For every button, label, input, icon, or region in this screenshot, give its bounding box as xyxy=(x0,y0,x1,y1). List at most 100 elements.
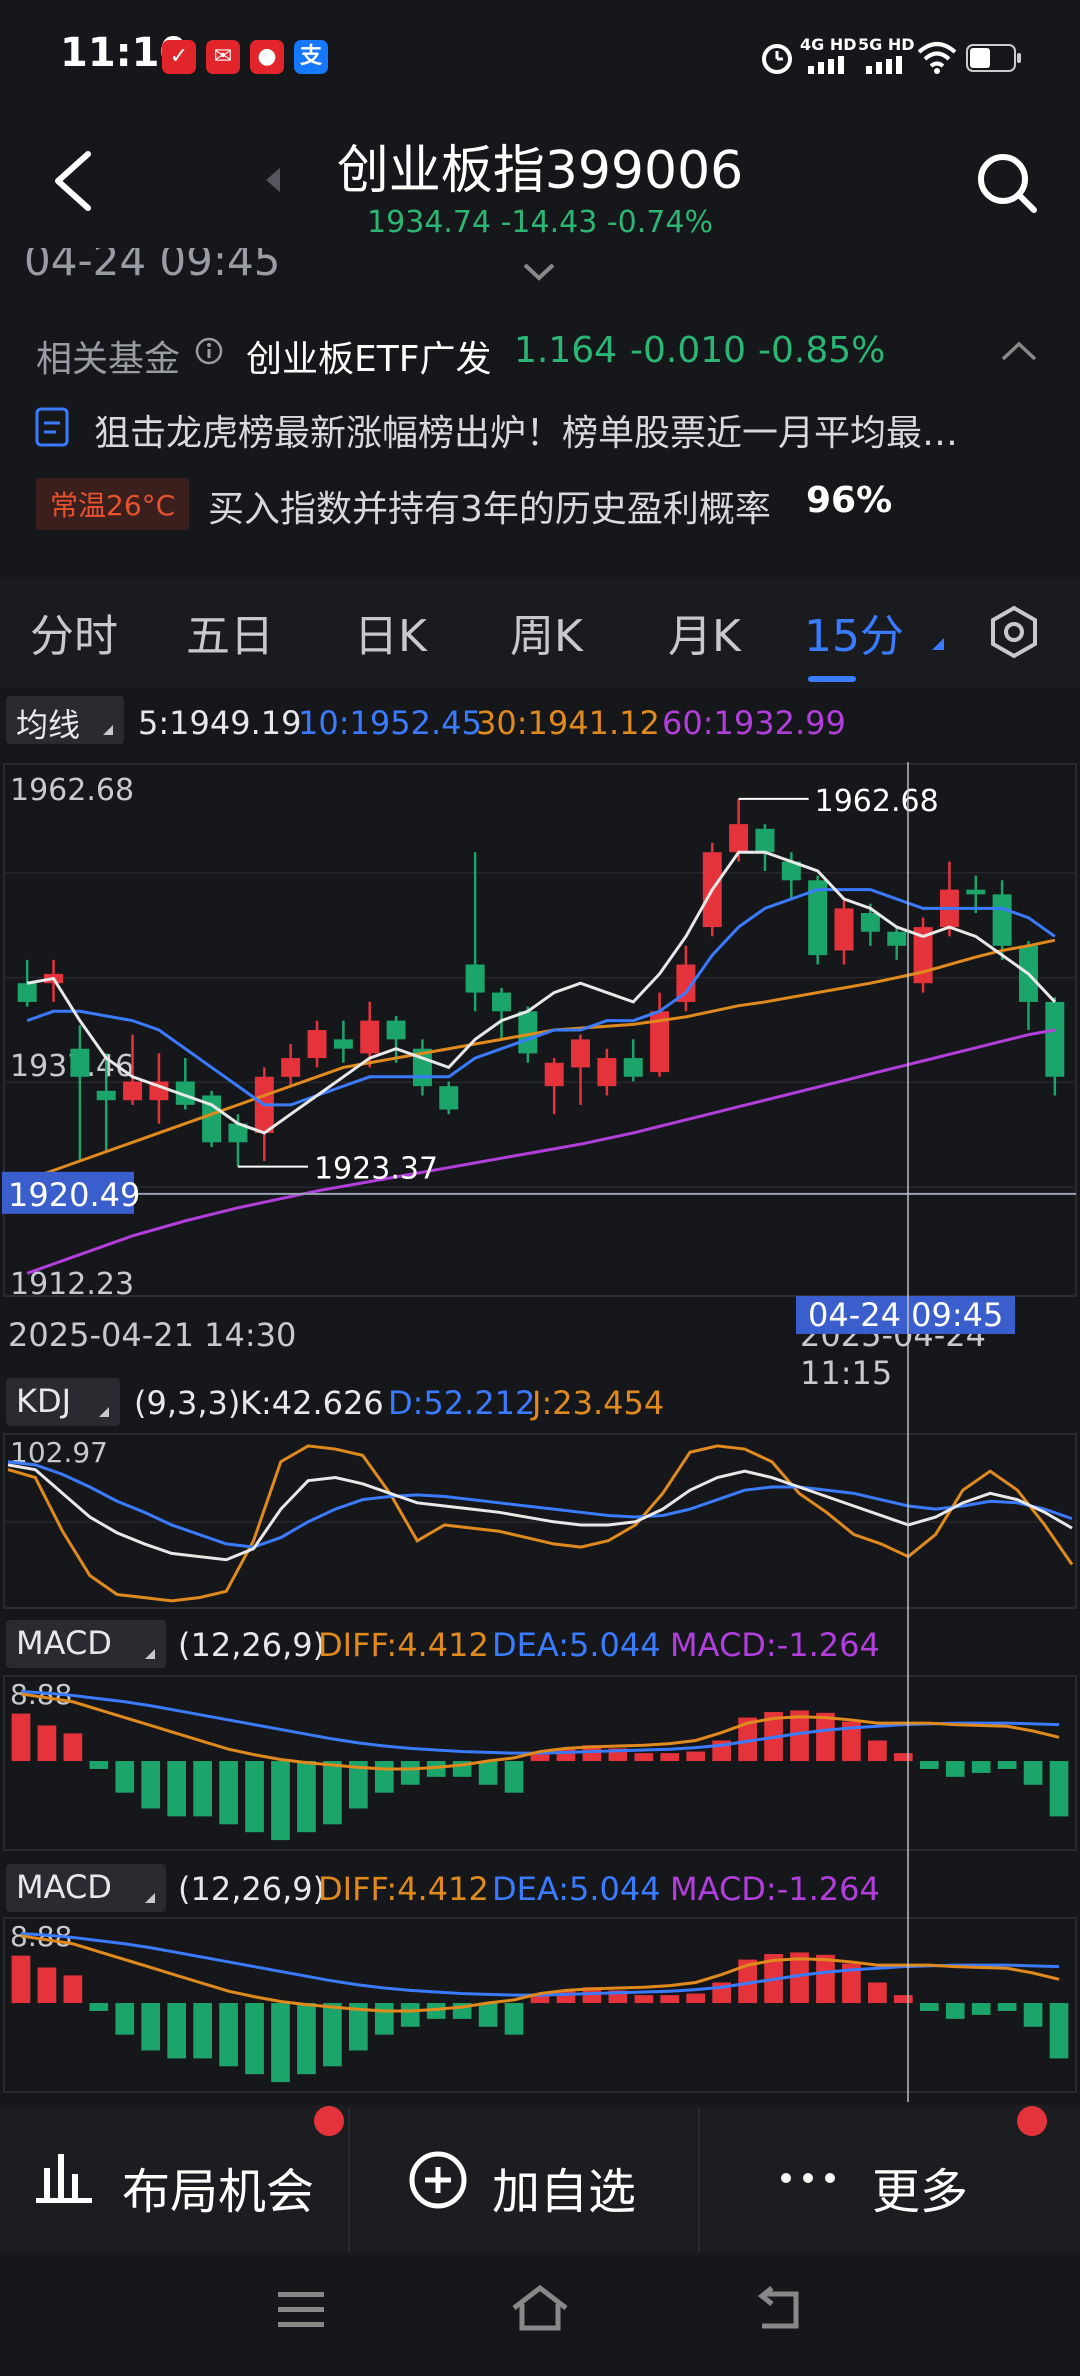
candle-body xyxy=(860,913,880,932)
macd-bar xyxy=(115,1761,135,1793)
macd-bar-2 xyxy=(11,1955,31,2004)
fund-pct: -0.85% xyxy=(758,330,886,371)
prev-index-icon[interactable] xyxy=(262,166,284,194)
notification-dot xyxy=(1017,2106,1047,2136)
macd-bar-2 xyxy=(893,1995,913,2004)
macd-bar-2 xyxy=(115,2003,135,2035)
tab-daily-k[interactable]: 日K xyxy=(354,611,427,662)
macd-bar xyxy=(660,1753,680,1762)
macd-bar xyxy=(1049,1761,1069,1817)
macd-bar xyxy=(219,1761,238,1825)
ma-button[interactable]: 均线 xyxy=(6,696,124,744)
candle-body xyxy=(175,1081,195,1105)
tab-dropdown-icon[interactable] xyxy=(930,636,946,652)
macd-bar xyxy=(504,1761,524,1793)
crosshair-price-label: 1920.49 xyxy=(8,1176,140,1214)
layout-opportunity-button[interactable]: 布局机会 xyxy=(30,2140,340,2220)
candle-body xyxy=(333,1039,353,1049)
candlestick-chart[interactable]: 1962.681937.461912.231920.491962.681923.… xyxy=(0,760,1080,1300)
menu-icon[interactable] xyxy=(276,2290,326,2330)
kdj-j: J:23.454 xyxy=(532,1384,665,1422)
macd-frame-2 xyxy=(3,1917,1077,2093)
macd-bar xyxy=(167,1761,187,1817)
macd-bar xyxy=(11,1713,31,1762)
chevron-down-icon[interactable] xyxy=(522,262,556,282)
back-nav-icon[interactable] xyxy=(752,2286,806,2332)
macd-bar-2 xyxy=(790,1952,809,2004)
macd-bar xyxy=(790,1710,809,1762)
kdj-chart[interactable]: 102.97 xyxy=(0,1432,1080,1612)
macd-value: MACD:-1.264 xyxy=(670,1626,880,1664)
macd-params-2: (12,26,9) xyxy=(178,1870,326,1908)
macd-chart[interactable]: 8.88 xyxy=(0,1674,1080,1854)
macd-button[interactable]: MACD xyxy=(6,1620,166,1668)
macd-bar xyxy=(37,1725,57,1762)
page-title: 创业板指399006 xyxy=(336,141,744,201)
ma30-line xyxy=(26,938,1056,1182)
more-button[interactable]: 更多 xyxy=(776,2140,1036,2220)
macd-bar-2 xyxy=(89,2003,109,2011)
candle-body xyxy=(887,931,907,946)
date-peek: 04-24 09:45 xyxy=(24,248,281,285)
ma10-line xyxy=(26,888,1056,1107)
fund-label: 相关基金 xyxy=(36,339,181,380)
tab-15min[interactable]: 15分 xyxy=(804,611,904,662)
macd-bar-2 xyxy=(842,1963,861,2004)
macd-diff-2: DIFF:4.412 xyxy=(318,1870,489,1908)
candle-body xyxy=(597,1058,617,1087)
macd-dropdown-icon xyxy=(145,1649,155,1659)
macd-bar xyxy=(245,1761,264,1833)
candle-body xyxy=(834,908,854,951)
macd-chart-2[interactable]: 8.88 xyxy=(0,1916,1080,2096)
macd-bar-2 xyxy=(816,1954,835,2004)
add-watchlist-button[interactable]: 加自选 xyxy=(400,2140,680,2220)
macd-bar-2 xyxy=(1049,2003,1069,2059)
fund-name[interactable]: 创业板ETF广发 xyxy=(246,339,492,380)
info-icon[interactable] xyxy=(194,336,224,366)
candle-body xyxy=(1045,1001,1065,1077)
candle-body xyxy=(17,983,37,1002)
macd-bar-2 xyxy=(426,2003,446,2019)
search-icon[interactable] xyxy=(974,150,1040,216)
macd-bar xyxy=(530,1753,550,1762)
macd-bar-2 xyxy=(141,2003,161,2051)
candle-body xyxy=(623,1058,643,1077)
kdj-j-line xyxy=(7,1444,1074,1603)
macd-bar xyxy=(193,1761,212,1817)
tab-weekly-k[interactable]: 周K xyxy=(510,611,583,662)
macd-bar-2 xyxy=(478,2003,498,2027)
macd-bar-2 xyxy=(374,2003,394,2035)
macd-bar xyxy=(816,1712,835,1762)
macd-bar-2 xyxy=(919,2003,939,2011)
macd-bar xyxy=(89,1761,109,1769)
system-nav-bar xyxy=(0,2255,1080,2376)
fund-price: 1.164 xyxy=(514,330,618,371)
x-start-label: 2025-04-21 14:30 xyxy=(8,1316,297,1354)
macd-bar xyxy=(63,1733,83,1762)
candle-body xyxy=(676,964,696,1002)
kdj-button[interactable]: KDJ xyxy=(6,1378,120,1426)
macd-bar-2 xyxy=(634,1995,654,2004)
alipay-icon: 支 xyxy=(294,40,328,74)
back-icon[interactable] xyxy=(48,148,98,214)
message-icon: ✉ xyxy=(206,40,240,74)
tab-five-day[interactable]: 五日 xyxy=(186,611,274,662)
home-icon[interactable] xyxy=(510,2284,570,2334)
chevron-up-icon[interactable] xyxy=(1000,340,1038,362)
macd-diff-line-2 xyxy=(20,1934,1060,2013)
tab-fenshi[interactable]: 分时 xyxy=(30,611,118,662)
kdj-frame xyxy=(3,1433,1077,1609)
kdj-dropdown-icon xyxy=(99,1407,109,1417)
news-headline[interactable]: 狙击龙虎榜最新涨幅榜出炉！榜单股票近一月平均最… xyxy=(94,413,959,454)
add-circle-icon xyxy=(409,2151,467,2209)
tab-monthly-k[interactable]: 月K xyxy=(668,611,741,662)
candle-body xyxy=(544,1062,564,1087)
wifi-icon xyxy=(917,42,957,74)
macd-bar xyxy=(842,1721,861,1762)
macd-button-2[interactable]: MACD xyxy=(6,1864,166,1912)
macd-bar-2 xyxy=(37,1967,57,2004)
kdj-k: K:42.626 xyxy=(240,1384,384,1422)
settings-icon[interactable] xyxy=(986,604,1042,660)
stat-value: 96% xyxy=(806,480,893,521)
macd-bar-2 xyxy=(997,2003,1017,2011)
